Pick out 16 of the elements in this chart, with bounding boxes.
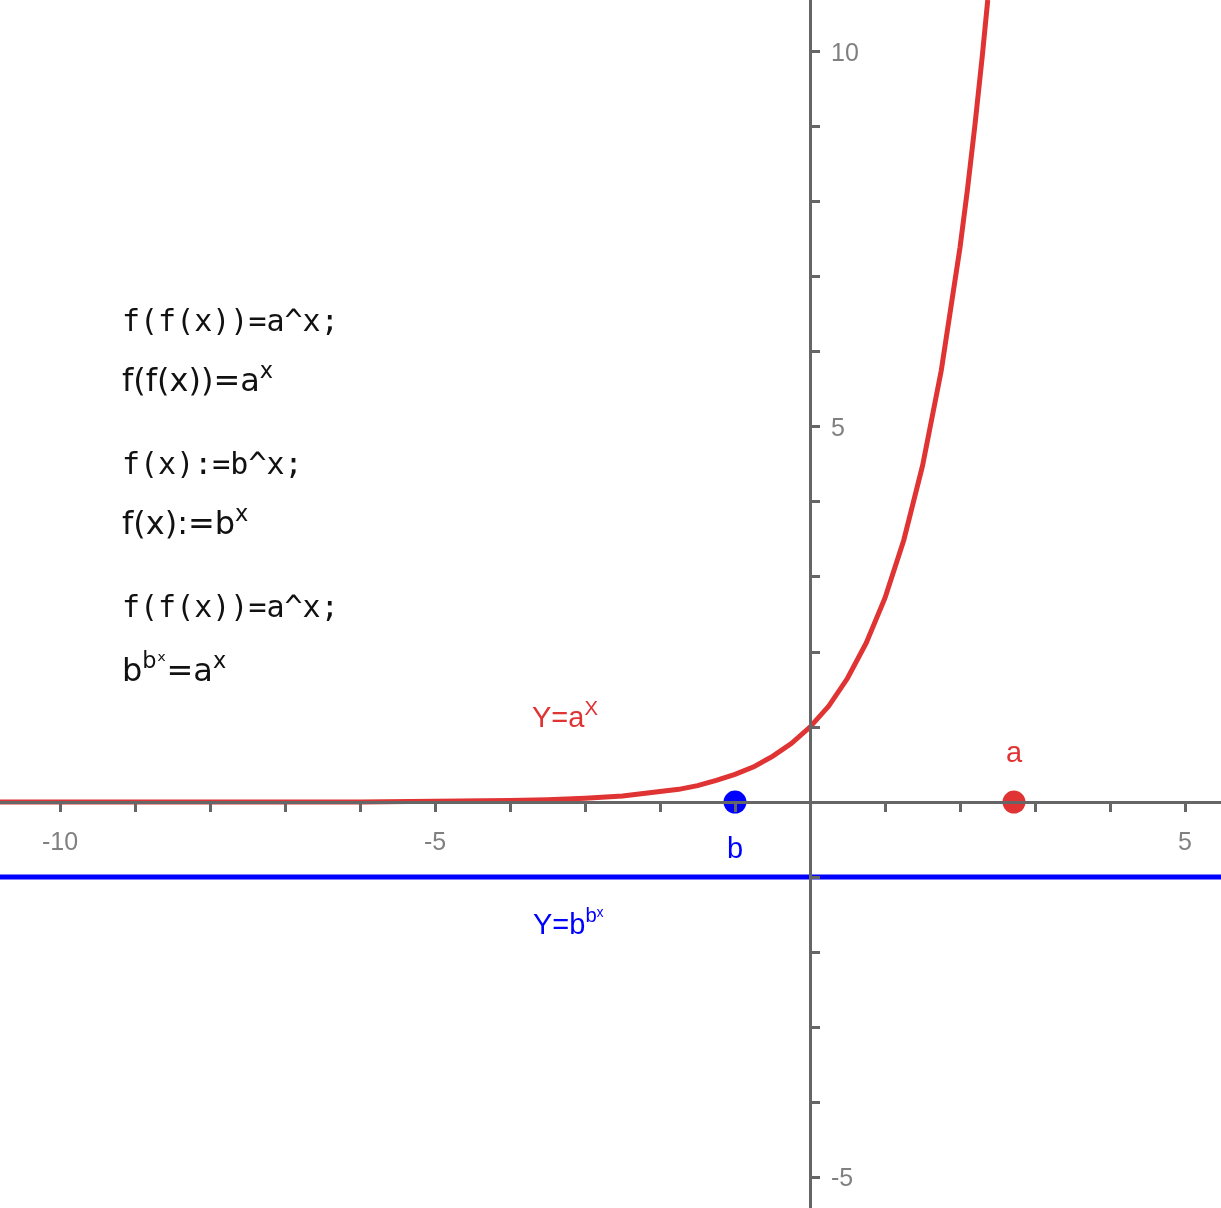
x-tick-label: 5 [1178,827,1192,856]
y-tick-label: 10 [831,37,859,66]
annotation: f(f(x))=a^x; [122,589,339,624]
series-label: a [1006,736,1023,768]
annotation: f(f(x))=a$^{x}$ [122,357,274,400]
y-tick-label: -5 [831,1162,854,1191]
annotation: f(x):=b^x; [122,446,303,481]
series-label: b [727,832,744,864]
annotation: f(f(x))=a^x; [122,303,339,338]
x-tick-label: -5 [423,827,447,856]
annotation: b$^{bˣ}$=a$^{x}$ [122,647,227,690]
series-label: Y=b$^{bˣ}$ [533,904,604,941]
x-tick-label: -10 [41,827,79,856]
annotation: f(x):=b$^{x}$ [122,500,249,543]
text: Y=a$^{X}$ [532,697,599,734]
y-tick-label: 5 [831,412,845,441]
